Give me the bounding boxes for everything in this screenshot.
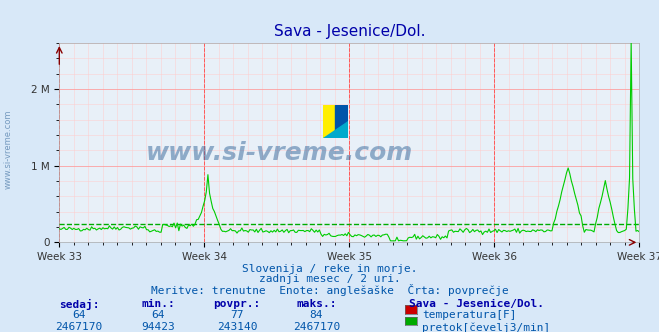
Text: povpr.:: povpr.: — [214, 299, 261, 309]
Bar — [335, 105, 348, 138]
Text: Sava - Jesenice/Dol.: Sava - Jesenice/Dol. — [409, 299, 544, 309]
Text: sedaj:: sedaj: — [59, 299, 100, 310]
Text: www.si-vreme.com: www.si-vreme.com — [3, 110, 13, 189]
Text: Meritve: trenutne  Enote: anglešaške  Črta: povprečje: Meritve: trenutne Enote: anglešaške Črta… — [151, 284, 508, 296]
Text: 94423: 94423 — [141, 322, 175, 332]
Text: min.:: min.: — [141, 299, 175, 309]
Polygon shape — [323, 121, 348, 138]
Text: maks.:: maks.: — [296, 299, 337, 309]
Title: Sava - Jesenice/Dol.: Sava - Jesenice/Dol. — [273, 24, 425, 39]
Text: 2467170: 2467170 — [293, 322, 340, 332]
Bar — [323, 105, 335, 138]
Text: 84: 84 — [310, 310, 323, 320]
Text: Slovenija / reke in morje.: Slovenija / reke in morje. — [242, 264, 417, 274]
Text: pretok[čevelj3/min]: pretok[čevelj3/min] — [422, 322, 550, 332]
Text: 2467170: 2467170 — [55, 322, 103, 332]
Text: 64: 64 — [72, 310, 86, 320]
Text: temperatura[F]: temperatura[F] — [422, 310, 516, 320]
Text: 64: 64 — [152, 310, 165, 320]
Text: 77: 77 — [231, 310, 244, 320]
Text: www.si-vreme.com: www.si-vreme.com — [146, 141, 413, 165]
Text: 243140: 243140 — [217, 322, 258, 332]
Text: zadnji mesec / 2 uri.: zadnji mesec / 2 uri. — [258, 274, 401, 284]
